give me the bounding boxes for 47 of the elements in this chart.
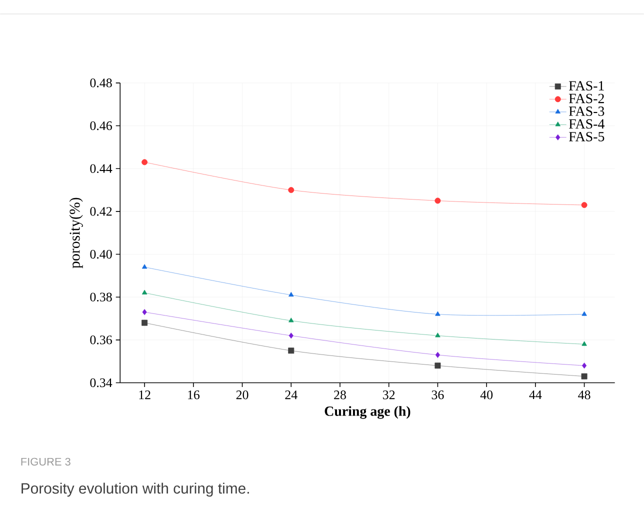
x-tick-label: 20 [236, 390, 248, 400]
point [142, 264, 148, 269]
point [142, 290, 148, 295]
legend-label: FAS-4 [568, 119, 604, 129]
point [434, 198, 441, 204]
y-tick-label: 0.38 [90, 292, 112, 302]
y-tick-label: 0.48 [90, 78, 112, 88]
x-tick-label: 24 [285, 390, 298, 400]
x-tick-label: 48 [578, 390, 590, 400]
legend-label: FAS-5 [568, 132, 604, 142]
point [142, 159, 148, 166]
y-tick-label: 0.46 [90, 122, 112, 130]
y-axis-title: porosity(%) [69, 198, 83, 268]
x-tick-label: 32 [383, 390, 395, 400]
point [582, 362, 587, 369]
legend-label: FAS-3 [568, 106, 604, 116]
x-tick-label: 12 [139, 390, 150, 400]
y-tick-label: 0.36 [90, 336, 112, 344]
point [434, 362, 441, 369]
point [142, 320, 148, 326]
point [288, 318, 294, 322]
point [582, 311, 587, 316]
caption: FIGURE 3 [21, 458, 70, 466]
point [581, 202, 588, 208]
x-axis-title: Curing age (h) [324, 406, 410, 419]
point [435, 311, 440, 316]
point [581, 374, 588, 380]
point [142, 309, 147, 316]
x-tick-label: 40 [480, 390, 493, 400]
y-tick-label: 0.40 [90, 250, 112, 259]
legend-label: FAS-2 [568, 94, 604, 104]
point [435, 332, 440, 338]
point [288, 187, 294, 194]
y-tick-label: 0.42 [90, 207, 112, 216]
x-tick-label: 16 [188, 390, 200, 400]
x-tick-label: 36 [432, 390, 444, 400]
text: Porosity evolution with curing time. [22, 482, 249, 497]
point [288, 292, 294, 297]
x-tick-label: 44 [529, 390, 542, 400]
point [582, 341, 587, 346]
point [288, 332, 294, 339]
y-tick-label: 0.44 [90, 164, 112, 174]
point [288, 348, 294, 354]
x-tick-label: 28 [334, 390, 346, 400]
legend-label: FAS-1 [568, 81, 604, 91]
point [435, 352, 440, 358]
y-tick-label: 0.34 [90, 378, 112, 388]
